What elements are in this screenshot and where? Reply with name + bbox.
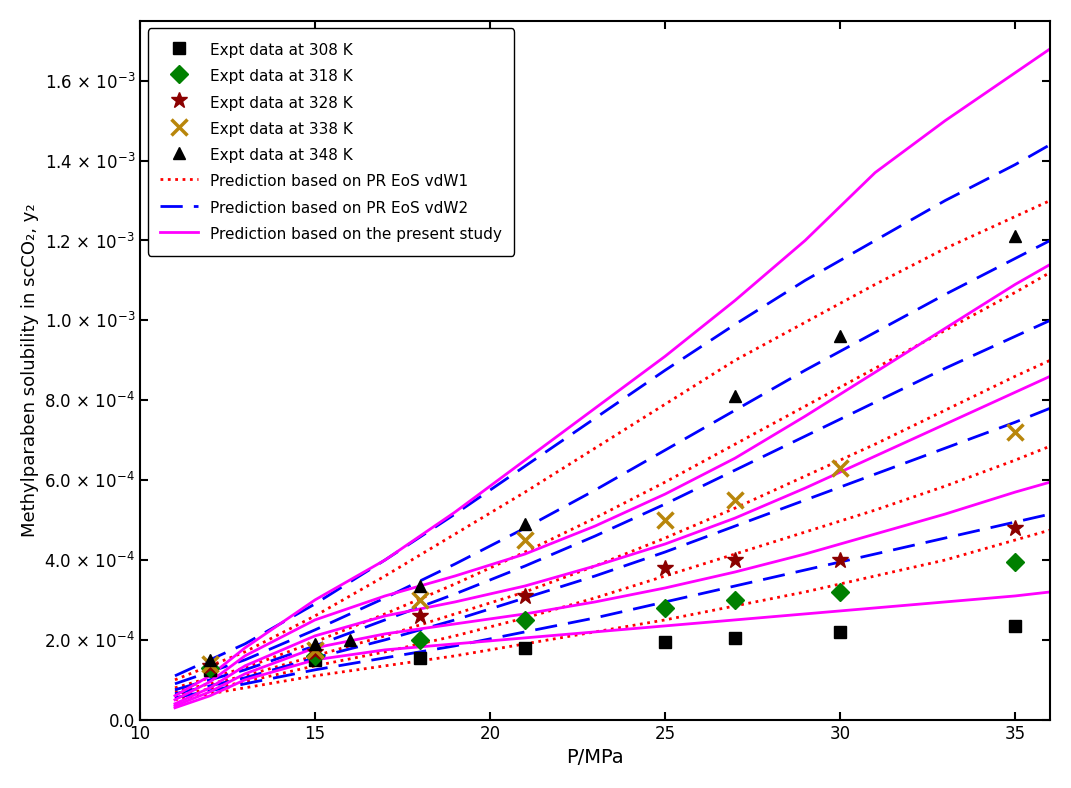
- Legend: Expt data at 308 K, Expt data at 318 K, Expt data at 328 K, Expt data at 338 K, : Expt data at 308 K, Expt data at 318 K, …: [148, 28, 514, 255]
- Y-axis label: Methylparaben solubility in scCO₂, y₂: Methylparaben solubility in scCO₂, y₂: [20, 203, 39, 537]
- X-axis label: P/MPa: P/MPa: [567, 748, 624, 768]
